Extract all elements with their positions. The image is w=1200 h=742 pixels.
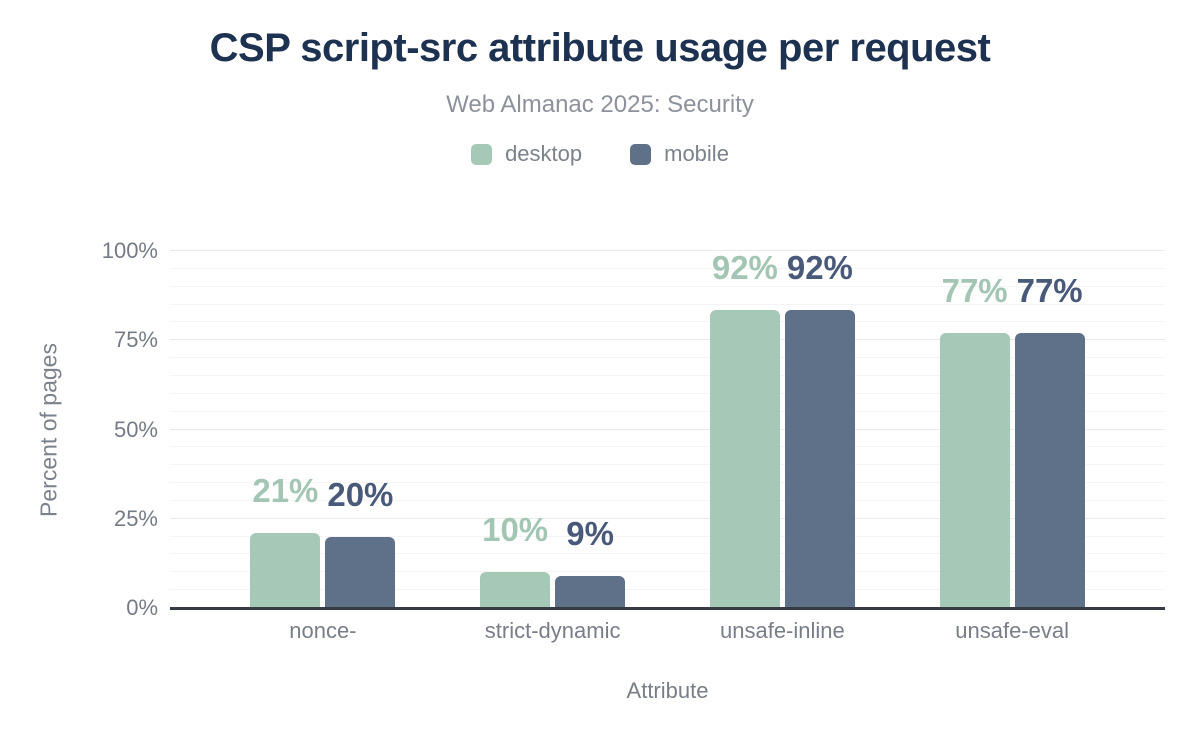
mobile-bar-strict-dynamic[interactable] (555, 575, 626, 608)
x-axis-ticks: nonce-strict-dynamic unsafe-inline unsafe-… (170, 618, 1165, 644)
gridline (170, 517, 1165, 519)
y-tick-label: 75% (113, 327, 158, 353)
bar-groups: 21% 20% 10% 9% 92% 92% 77% 77% (170, 251, 1165, 608)
gridline (170, 446, 1165, 448)
y-tick-label: 0% (126, 595, 158, 620)
plot-area: 21% 20% 10% 9% 92% 92% 77% 77% (170, 250, 1165, 610)
x-tick-label: unsafe-inline (720, 618, 845, 643)
bar-column: 92% (784, 249, 855, 608)
gridline (170, 589, 1165, 591)
gridline (170, 571, 1165, 573)
gridline (170, 339, 1165, 341)
bar-value-label: 77% (941, 272, 1008, 310)
y-axis-ticks: 0% 25% 50% 75% 100% (0, 238, 158, 620)
legend-label: mobile (664, 141, 729, 166)
y-tick-label: 100% (101, 238, 158, 263)
x-tick-label: unsafe-eval (955, 618, 1069, 643)
legend: desktop mobile (0, 141, 1200, 167)
bar-value-label: 92% (711, 249, 778, 286)
gridline (170, 285, 1165, 287)
bar-value-label: 20% (327, 475, 394, 513)
chart-subtitle: Web Almanac 2025: Security (446, 91, 754, 118)
desktop-swatch-icon (471, 143, 493, 165)
bar-column: 10% (480, 251, 551, 608)
desktop-bar-unsafe-inline[interactable] (709, 310, 780, 608)
bar-value-label: 77% (1016, 272, 1083, 310)
gridline (170, 410, 1165, 412)
bar-column: 21% (250, 251, 321, 608)
legend-item-desktop[interactable]: desktop (471, 141, 582, 167)
bar-column: 9% (555, 251, 626, 608)
x-axis-title: Attribute (626, 678, 709, 703)
y-tick-label: 25% (113, 505, 158, 531)
desktop-bar-strict-dynamic[interactable] (480, 572, 551, 608)
bar-value-label: 9% (566, 514, 614, 552)
chart-title: CSP script-src attribute usage per reque… (209, 26, 991, 70)
x-tick-label: strict-dynamic (484, 618, 621, 643)
gridline (170, 464, 1165, 466)
bar-value-label: 10% (482, 511, 549, 549)
desktop-bar-nonce-[interactable] (250, 533, 321, 608)
legend-label: desktop (505, 141, 583, 166)
gridline (170, 392, 1165, 394)
bar-column: 77% (939, 251, 1010, 608)
gridline (170, 499, 1165, 501)
mobile-swatch-icon (630, 143, 652, 165)
gridline (170, 535, 1165, 537)
bar-value-label: 92% (786, 249, 853, 286)
bar-column: 92% (709, 249, 780, 608)
gridline (170, 428, 1165, 430)
desktop-bar-unsafe-eval[interactable] (939, 333, 1010, 608)
mobile-bar-nonce-[interactable] (325, 536, 396, 608)
x-tick-label: nonce- (289, 618, 357, 643)
gridline (170, 250, 1165, 251)
gridline (170, 267, 1165, 269)
gridline (170, 357, 1165, 359)
bar-group-unsafe-inline: 92% 92% (668, 251, 898, 608)
gridline (170, 553, 1165, 555)
mobile-bar-unsafe-inline[interactable] (784, 310, 855, 608)
legend-item-mobile[interactable]: mobile (630, 141, 729, 167)
bar-value-label: 21% (252, 472, 319, 510)
bar-group-nonce-: 21% 20% (208, 251, 438, 608)
bar-group-strict-dynamic: 10% 9% (438, 251, 668, 608)
x-axis-line (170, 607, 1165, 610)
mobile-bar-unsafe-eval[interactable] (1014, 333, 1085, 608)
bar-group-unsafe-eval: 77% 77% (897, 251, 1127, 608)
bar-column: 20% (325, 251, 396, 608)
gridline (170, 321, 1165, 323)
y-tick-label: 50% (113, 416, 158, 442)
gridline (170, 303, 1165, 305)
gridline (170, 482, 1165, 484)
bar-column: 77% (1014, 251, 1085, 608)
gridline (170, 374, 1165, 376)
